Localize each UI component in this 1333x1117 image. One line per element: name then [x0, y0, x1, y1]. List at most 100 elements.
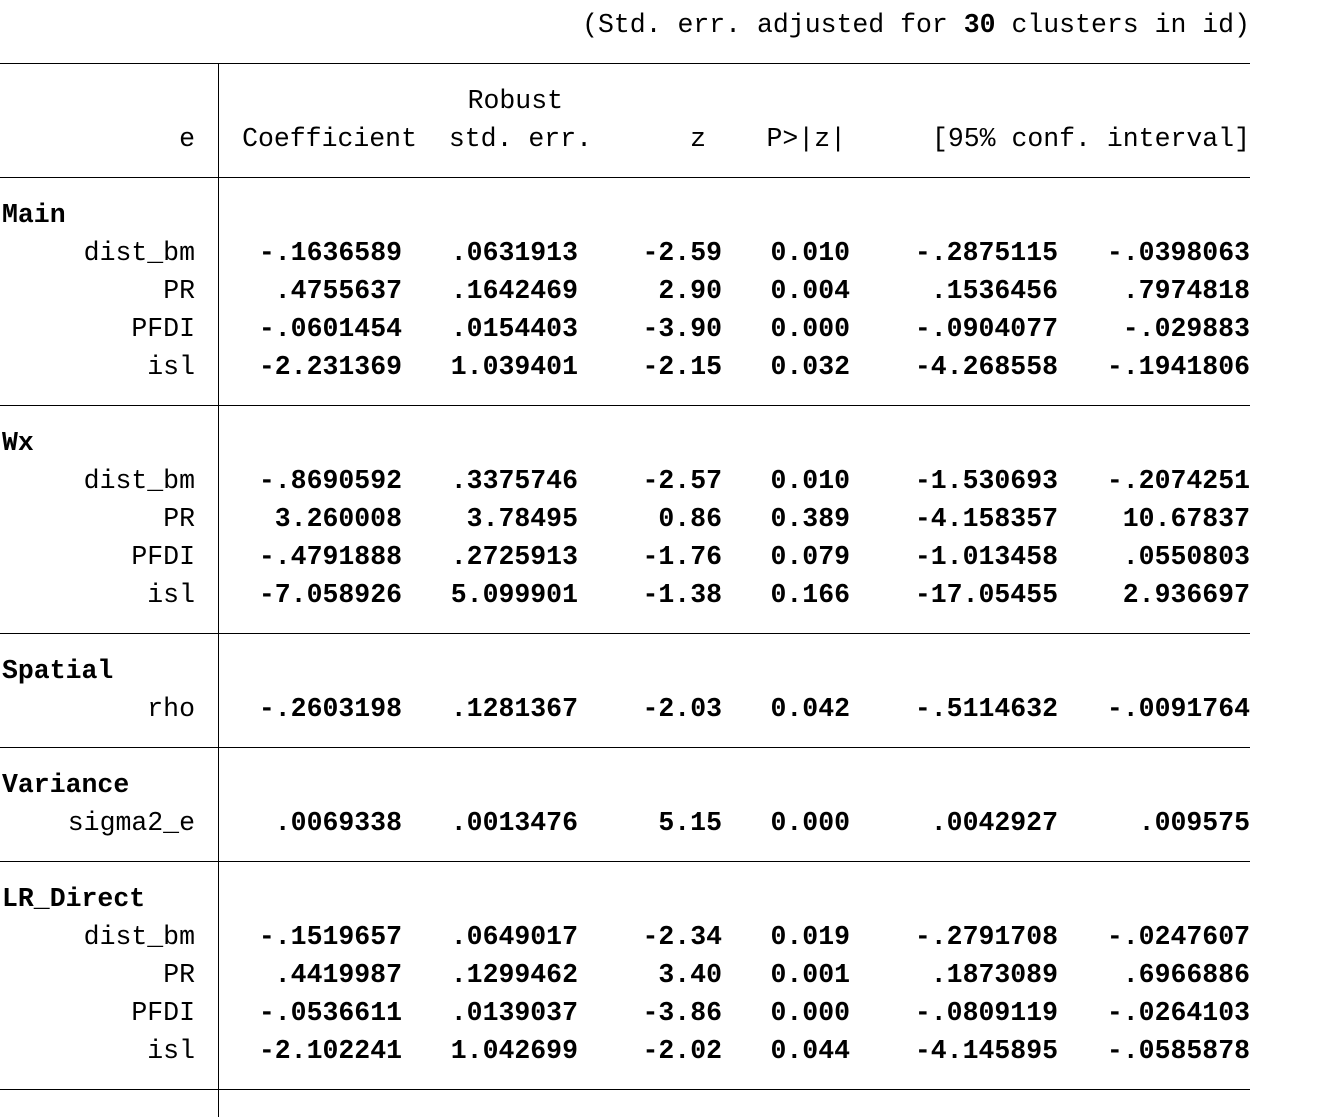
ci-lower: -4.158357 [914, 504, 1058, 534]
ci-lower: -.0904077 [914, 314, 1058, 344]
std-err: 1.042699 [450, 1036, 578, 1066]
group-label: Wx [2, 428, 34, 458]
p-value: 0.044 [770, 1036, 850, 1066]
ci-lower: -1.013458 [914, 542, 1058, 572]
ci-upper: .009575 [1138, 808, 1250, 838]
header-se: std. err. [448, 124, 592, 154]
rule [0, 633, 1250, 634]
rule [0, 405, 1250, 406]
p-value: 0.001 [770, 960, 850, 990]
header-z: z [690, 124, 706, 154]
ci-upper: -.0585878 [1106, 1036, 1250, 1066]
variable-name: sigma2_e [67, 808, 195, 838]
coef: .4755637 [274, 276, 402, 306]
variable-name: dist_bm [83, 922, 195, 952]
rule [0, 1089, 1250, 1090]
p-value: 0.166 [770, 580, 850, 610]
variable-name: dist_bm [83, 238, 195, 268]
p-value: 0.000 [770, 314, 850, 344]
ci-upper: -.0091764 [1106, 694, 1250, 724]
std-err: .0154403 [450, 314, 578, 344]
coef: -.1519657 [258, 922, 402, 952]
variable-name: PFDI [131, 998, 195, 1028]
ci-lower: -4.268558 [914, 352, 1058, 382]
ci-lower: .1873089 [930, 960, 1058, 990]
ci-lower: -.5114632 [914, 694, 1058, 724]
p-value: 0.389 [770, 504, 850, 534]
z: -2.15 [642, 352, 722, 382]
p-value: 0.000 [770, 998, 850, 1028]
std-err: .0649017 [450, 922, 578, 952]
std-err: .2725913 [450, 542, 578, 572]
header-p: P>|z| [766, 124, 846, 154]
coef: -7.058926 [258, 580, 402, 610]
ci-lower: -4.145895 [914, 1036, 1058, 1066]
ci-upper: .6966886 [1122, 960, 1250, 990]
variable-name: isl [147, 352, 195, 382]
ci-upper: -.2074251 [1106, 466, 1250, 496]
note-suffix: clusters in id) [1011, 10, 1250, 40]
group-label: Main [2, 200, 66, 230]
ci-upper: -.0398063 [1106, 238, 1250, 268]
ci-lower: -.2875115 [914, 238, 1058, 268]
z: -2.34 [642, 922, 722, 952]
z: 5.15 [658, 808, 722, 838]
ci-lower: -.0809119 [914, 998, 1058, 1028]
coef: -.4791888 [258, 542, 402, 572]
variable-name: isl [147, 580, 195, 610]
divider [218, 63, 219, 1117]
z: 3.40 [658, 960, 722, 990]
variable-name: isl [147, 1036, 195, 1066]
ci-lower: -.2791708 [914, 922, 1058, 952]
coef: -2.231369 [258, 352, 402, 382]
std-err: .1642469 [450, 276, 578, 306]
std-err: .3375746 [450, 466, 578, 496]
variable-name: rho [147, 694, 195, 724]
ci-upper: -.0264103 [1106, 998, 1250, 1028]
p-value: 0.079 [770, 542, 850, 572]
rule [0, 177, 1250, 178]
z: -1.38 [642, 580, 722, 610]
group-label: LR_Direct [2, 884, 146, 914]
ci-upper: .7974818 [1122, 276, 1250, 306]
ci-upper: -.029883 [1122, 314, 1250, 344]
std-err: 5.099901 [450, 580, 578, 610]
note-prefix: (Std. err. adjusted for [582, 10, 948, 40]
header-depvar: e [179, 124, 195, 154]
std-err: .0139037 [450, 998, 578, 1028]
z: -3.90 [642, 314, 722, 344]
ci-upper: -.1941806 [1106, 352, 1250, 382]
ci-lower: .1536456 [930, 276, 1058, 306]
group-label: Variance [2, 770, 130, 800]
header-ci: [95% conf. interval] [931, 124, 1250, 154]
variable-name: PR [163, 504, 195, 534]
coef: .4419987 [274, 960, 402, 990]
ci-upper: 10.67837 [1122, 504, 1250, 534]
ci-upper: 2.936697 [1122, 580, 1250, 610]
ci-lower: .0042927 [930, 808, 1058, 838]
variable-name: dist_bm [83, 466, 195, 496]
z: 2.90 [658, 276, 722, 306]
rule [0, 861, 1250, 862]
coef: -2.102241 [258, 1036, 402, 1066]
header-robust: Robust [467, 86, 563, 116]
p-value: 0.000 [770, 808, 850, 838]
coef: -.1636589 [258, 238, 402, 268]
ci-lower: -17.05455 [914, 580, 1058, 610]
coef: -.0536611 [258, 998, 402, 1028]
rule [0, 63, 1250, 64]
variable-name: PFDI [131, 314, 195, 344]
std-err: .0013476 [450, 808, 578, 838]
ci-lower: -1.530693 [914, 466, 1058, 496]
z: -3.86 [642, 998, 722, 1028]
std-err: 3.78495 [466, 504, 578, 534]
p-value: 0.010 [770, 238, 850, 268]
variable-name: PR [163, 276, 195, 306]
std-err: 1.039401 [450, 352, 578, 382]
z: 0.86 [658, 504, 722, 534]
std-err: .1281367 [450, 694, 578, 724]
coef: -.2603198 [258, 694, 402, 724]
coef: 3.260008 [274, 504, 402, 534]
z: -1.76 [642, 542, 722, 572]
